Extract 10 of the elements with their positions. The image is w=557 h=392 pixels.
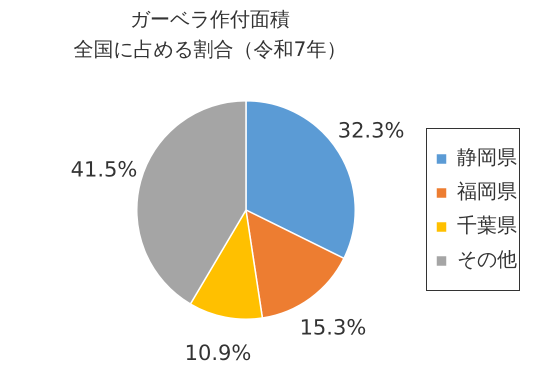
legend-label: 福岡県: [457, 179, 517, 204]
chart-subtitle: 全国に占める割合（令和7年）: [72, 36, 348, 63]
legend-label: その他: [457, 247, 517, 272]
data-label: 32.3%: [338, 118, 404, 143]
data-label: 15.3%: [300, 315, 366, 340]
data-label: 41.5%: [70, 158, 138, 182]
chart-title: ガーベラ作付面積: [129, 6, 291, 33]
data-label: 10.9%: [184, 341, 252, 366]
legend-label: 静岡県: [457, 145, 517, 170]
legend-label: 千葉県: [457, 213, 517, 238]
